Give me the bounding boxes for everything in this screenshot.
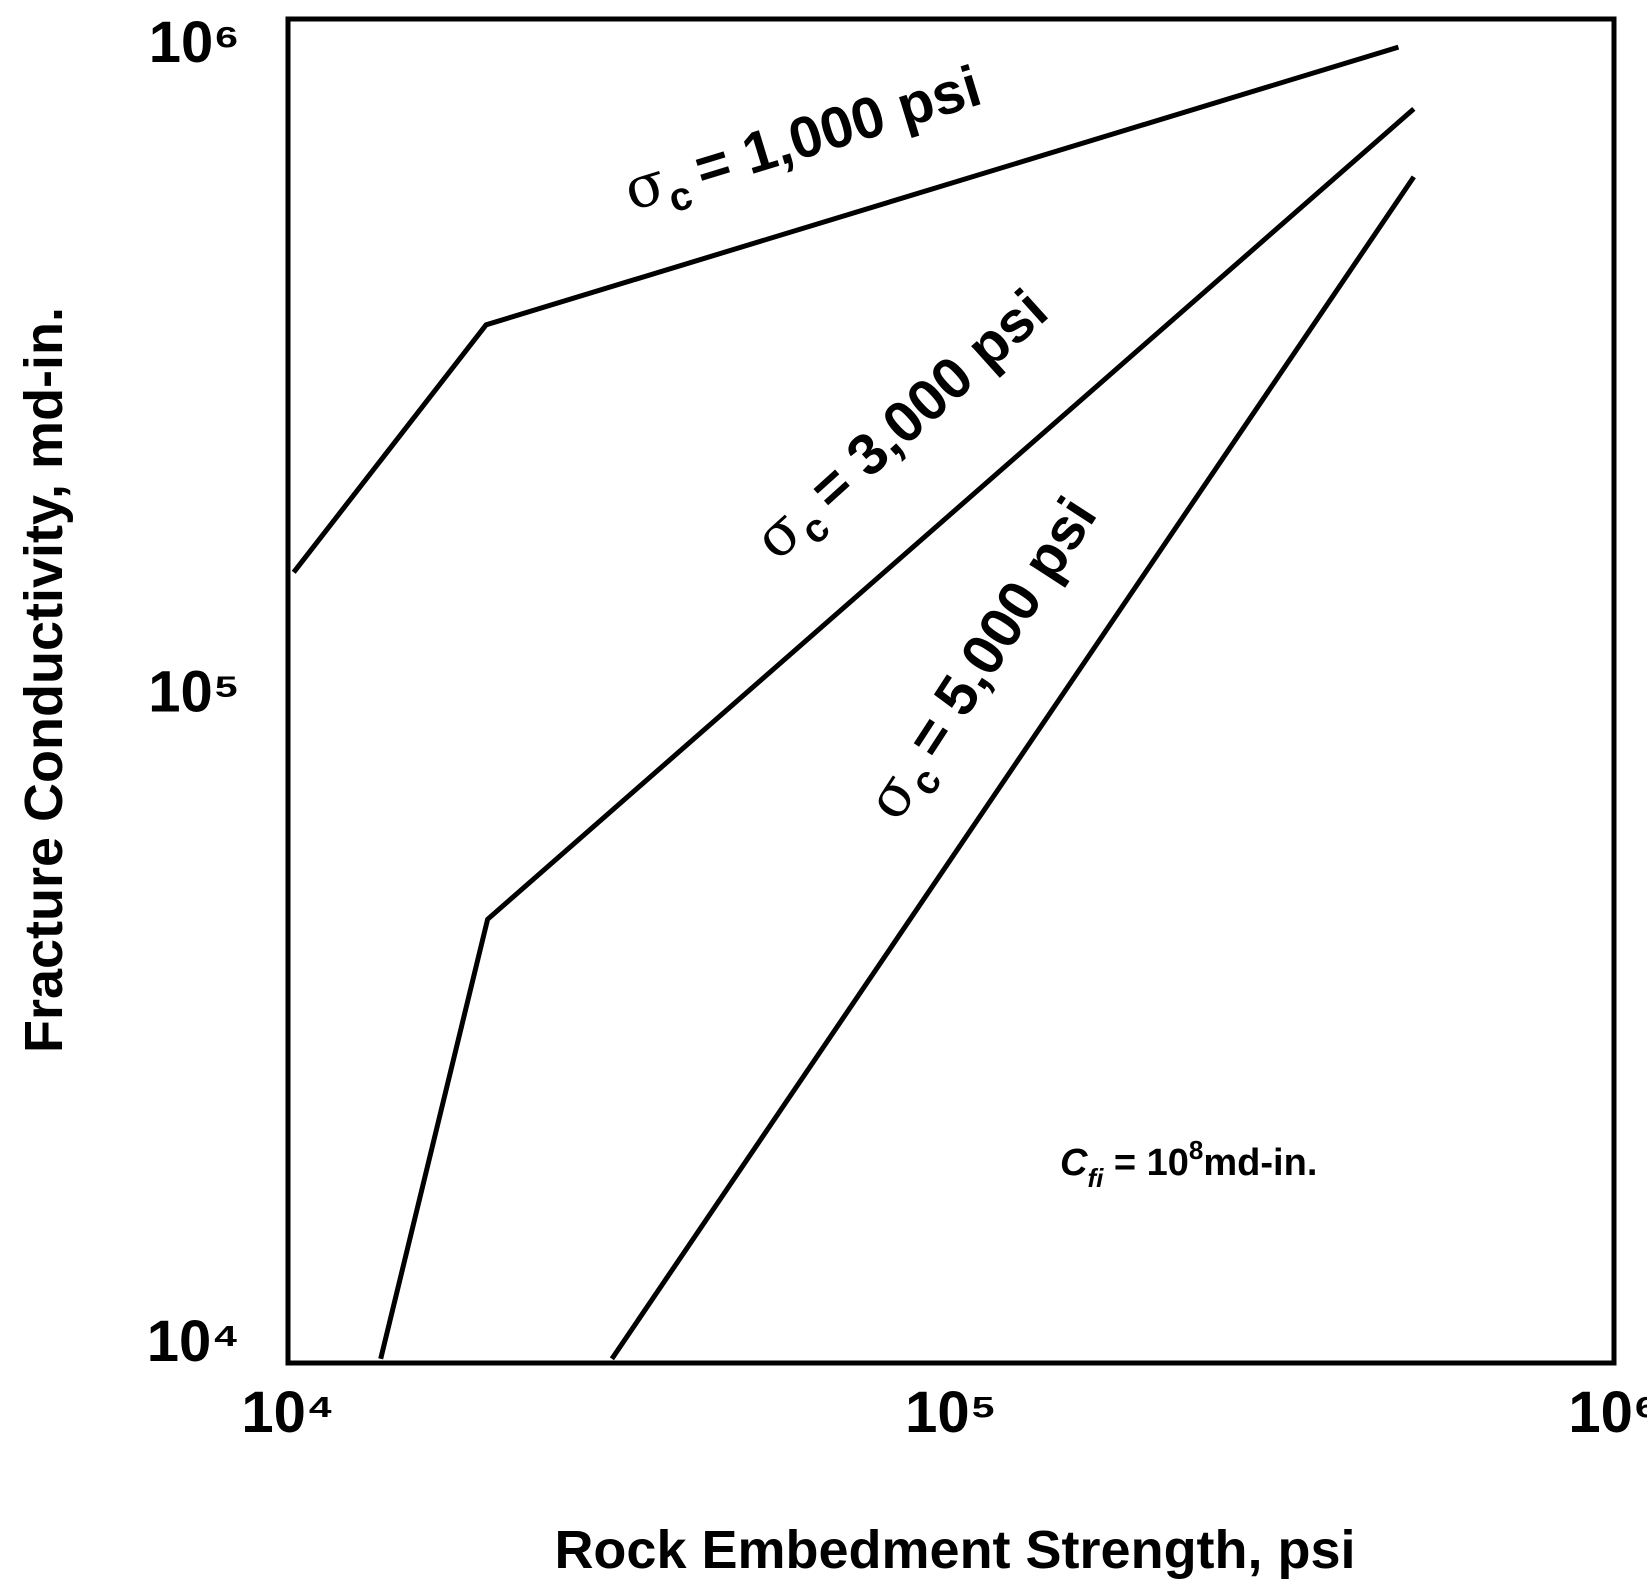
annotation-part: = 10	[1103, 1142, 1189, 1184]
series-label: σc= 3,000 psi	[741, 275, 1067, 579]
y-axis-label: Fracture Conductivity, md-in.	[14, 307, 74, 1053]
plot-frame	[285, 16, 1617, 1366]
series-label-text: = 1,000 psi	[687, 53, 988, 201]
series-label-text: = 5,000 psi	[894, 486, 1109, 769]
y-tick-label: 10⁴	[147, 1309, 240, 1374]
annotation: Cfi = 108md-in.	[1060, 1135, 1317, 1193]
annotation-part: fi	[1087, 1163, 1104, 1193]
y-tick-label: 10⁵	[148, 660, 240, 725]
series-label: σc= 1,000 psi	[616, 51, 991, 232]
x-tick-label: 10⁵	[905, 1380, 997, 1445]
annotation-part: md-in.	[1203, 1142, 1317, 1184]
series-line	[291, 44, 1400, 574]
series-label: σc= 5,000 psi	[852, 485, 1117, 836]
y-tick-label: 10⁶	[149, 10, 240, 75]
x-axis-label: Rock Embedment Strength, psi	[554, 1520, 1355, 1580]
annotation-part: 8	[1189, 1135, 1203, 1165]
x-tick-label: 10⁴	[241, 1380, 334, 1445]
annotation-part: C	[1060, 1142, 1088, 1184]
series-label-text: = 3,000 psi	[797, 277, 1060, 523]
x-tick-label: 10⁶	[1568, 1380, 1647, 1445]
series-line	[378, 107, 1416, 1360]
series-line	[609, 175, 1416, 1361]
